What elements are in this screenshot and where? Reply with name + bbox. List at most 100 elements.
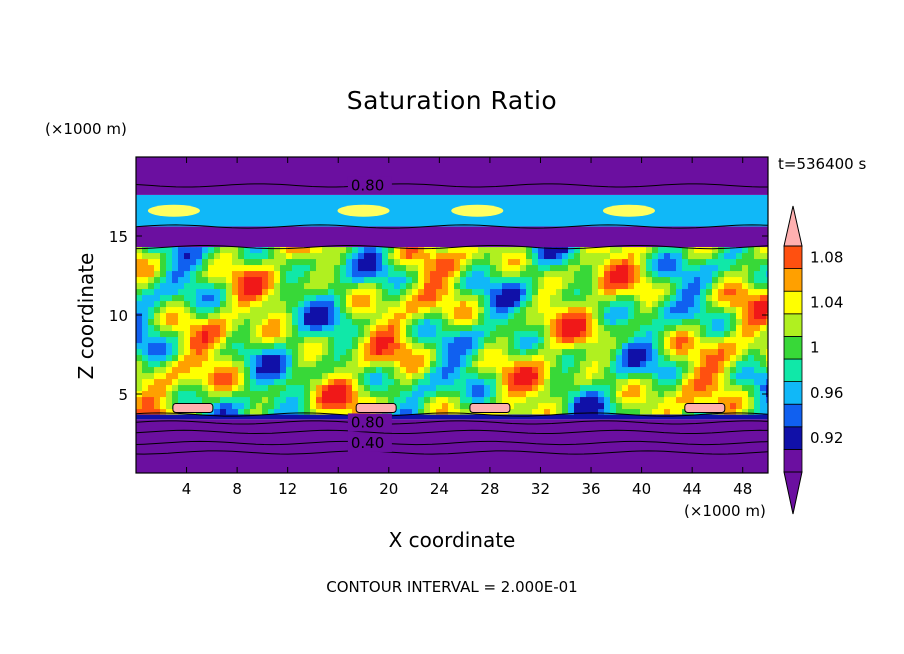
field-cell bbox=[220, 367, 227, 374]
field-cell bbox=[478, 331, 485, 338]
colorbar-swatch bbox=[783, 448, 803, 473]
field-cell bbox=[496, 385, 503, 392]
field-cell bbox=[436, 247, 443, 254]
field-cell bbox=[286, 289, 293, 296]
field-cell bbox=[502, 337, 509, 344]
field-cell bbox=[184, 253, 191, 260]
field-cell bbox=[478, 343, 485, 350]
field-cell bbox=[274, 271, 281, 278]
field-cell bbox=[322, 385, 329, 392]
field-cell bbox=[238, 373, 245, 380]
field-cell bbox=[286, 259, 293, 266]
field-cell bbox=[754, 361, 761, 368]
field-cell bbox=[604, 373, 611, 380]
field-cell bbox=[466, 289, 473, 296]
field-cell bbox=[310, 337, 317, 344]
field-cell bbox=[370, 361, 377, 368]
field-cell bbox=[346, 379, 353, 386]
field-cell bbox=[580, 271, 587, 278]
field-cell bbox=[724, 247, 731, 254]
field-cell bbox=[598, 301, 605, 308]
field-cell bbox=[712, 349, 719, 356]
field-cell bbox=[550, 391, 557, 398]
field-cell bbox=[142, 319, 149, 326]
field-cell bbox=[412, 295, 419, 302]
field-cell bbox=[316, 343, 323, 350]
field-cell bbox=[598, 313, 605, 320]
field-cell bbox=[718, 295, 725, 302]
field-cell bbox=[520, 373, 527, 380]
field-cell bbox=[736, 259, 743, 266]
field-cell bbox=[730, 409, 737, 416]
field-cell bbox=[760, 409, 767, 416]
field-cell bbox=[226, 391, 233, 398]
field-cell bbox=[538, 385, 545, 392]
field-cell bbox=[550, 313, 557, 320]
field-cell bbox=[340, 271, 347, 278]
field-cell bbox=[310, 331, 317, 338]
field-cell bbox=[568, 313, 575, 320]
field-cell bbox=[274, 295, 281, 302]
field-cell bbox=[754, 301, 761, 308]
field-cell bbox=[196, 259, 203, 266]
field-cell bbox=[652, 289, 659, 296]
field-cell bbox=[244, 409, 251, 416]
field-cell bbox=[616, 397, 623, 404]
field-cell bbox=[406, 313, 413, 320]
field-cell bbox=[154, 277, 161, 284]
field-cell bbox=[136, 349, 143, 356]
field-cell bbox=[376, 379, 383, 386]
field-cell bbox=[634, 361, 641, 368]
field-cell bbox=[760, 271, 767, 278]
field-cell bbox=[634, 325, 641, 332]
field-cell bbox=[226, 397, 233, 404]
field-cell bbox=[358, 385, 365, 392]
field-cell bbox=[172, 313, 179, 320]
field-cell bbox=[154, 403, 161, 410]
colorbar-swatch bbox=[783, 358, 803, 383]
field-cell bbox=[532, 265, 539, 272]
field-cell bbox=[280, 319, 287, 326]
field-cell bbox=[412, 325, 419, 332]
field-cell bbox=[394, 307, 401, 314]
field-cell bbox=[154, 361, 161, 368]
field-cell bbox=[286, 379, 293, 386]
field-cell bbox=[544, 343, 551, 350]
field-cell bbox=[754, 295, 761, 302]
field-cell bbox=[316, 337, 323, 344]
field-cell bbox=[136, 397, 143, 404]
field-cell bbox=[616, 391, 623, 398]
field-cell bbox=[760, 385, 767, 392]
field-cell bbox=[292, 361, 299, 368]
field-cell bbox=[142, 253, 149, 260]
field-cell bbox=[196, 253, 203, 260]
field-cell bbox=[538, 403, 545, 410]
field-cell bbox=[292, 325, 299, 332]
field-cell bbox=[292, 247, 299, 254]
field-cell bbox=[766, 271, 768, 278]
field-cell bbox=[496, 391, 503, 398]
field-cell bbox=[376, 373, 383, 380]
field-cell bbox=[766, 403, 768, 410]
field-cell bbox=[238, 397, 245, 404]
field-cell bbox=[676, 289, 683, 296]
field-cell bbox=[334, 337, 341, 344]
field-cell bbox=[136, 277, 143, 284]
field-cell bbox=[412, 385, 419, 392]
field-cell bbox=[460, 295, 467, 302]
field-cell bbox=[646, 265, 653, 272]
field-cell bbox=[154, 385, 161, 392]
field-cell bbox=[454, 355, 461, 362]
field-cell bbox=[544, 259, 551, 266]
field-cell bbox=[250, 391, 257, 398]
field-cell bbox=[280, 301, 287, 308]
field-cell bbox=[460, 379, 467, 386]
field-cell bbox=[286, 355, 293, 362]
field-cell bbox=[508, 307, 515, 314]
field-cell bbox=[514, 313, 521, 320]
field-cell bbox=[634, 307, 641, 314]
field-cell bbox=[286, 307, 293, 314]
field-cell bbox=[160, 355, 167, 362]
field-cell bbox=[562, 397, 569, 404]
field-cell bbox=[376, 253, 383, 260]
